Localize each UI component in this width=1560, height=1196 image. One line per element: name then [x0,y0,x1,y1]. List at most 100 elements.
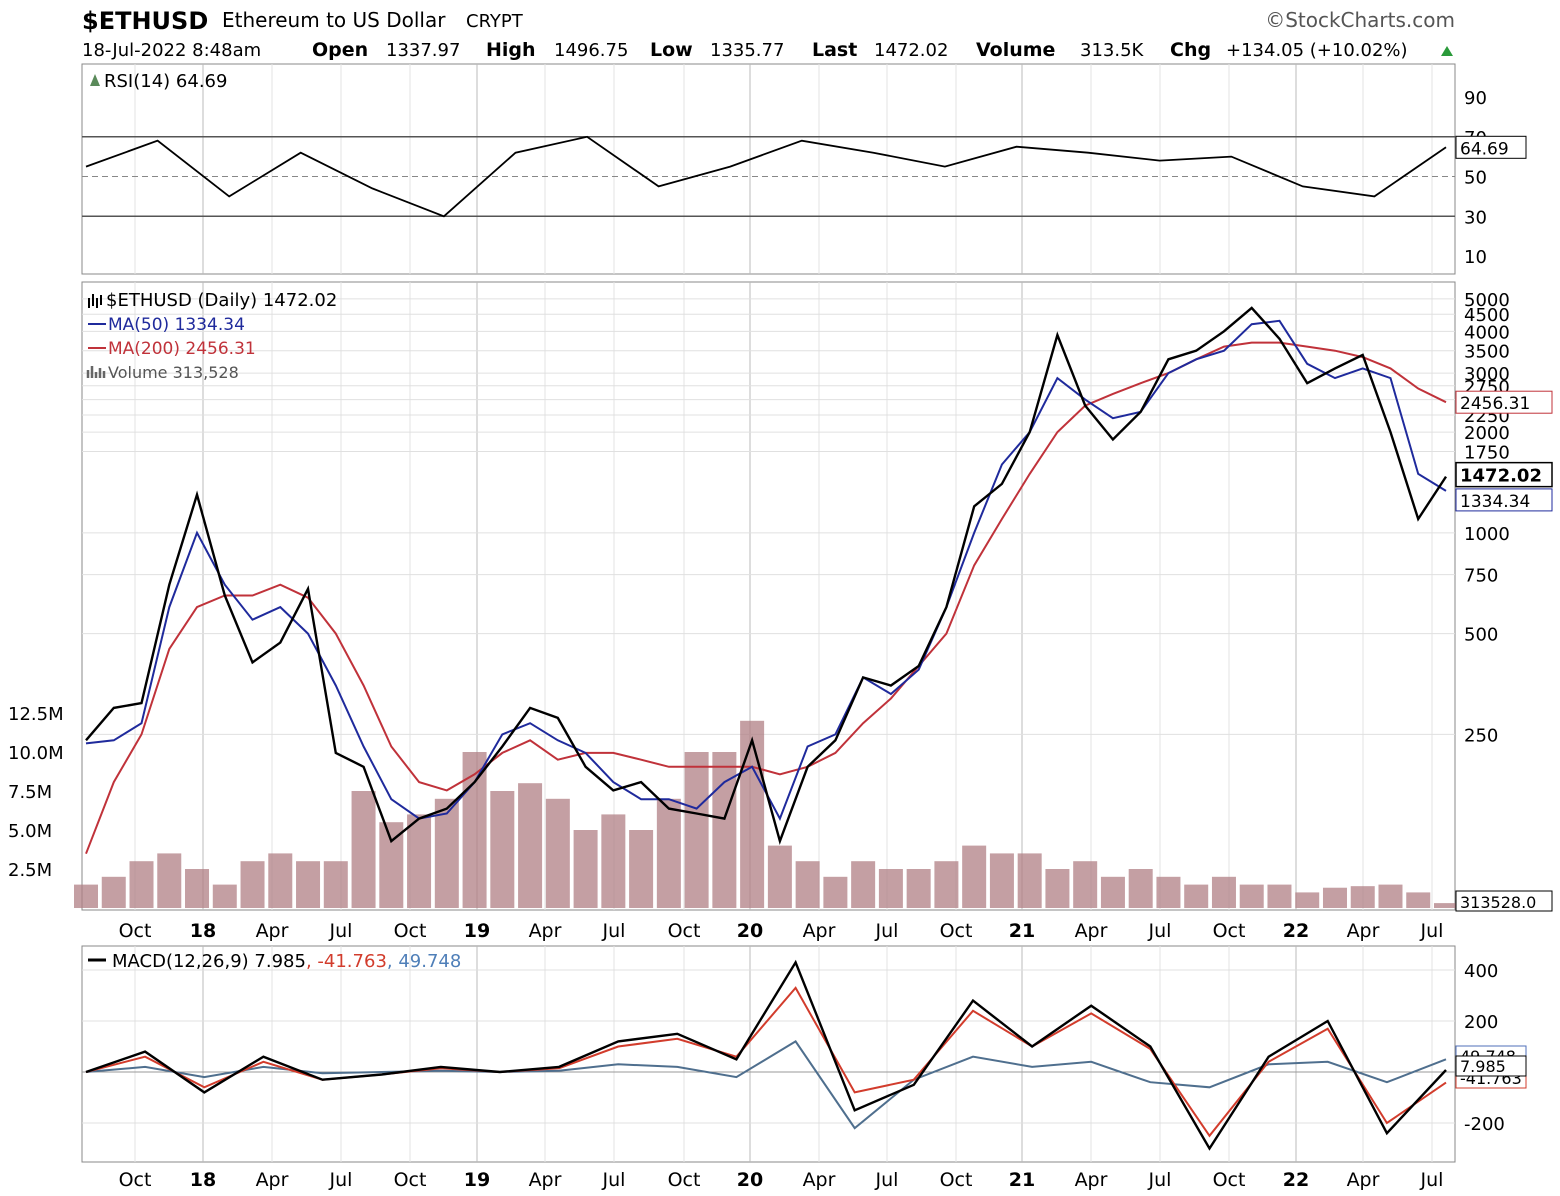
volume-bar [490,791,515,908]
volume-bar [212,884,237,908]
volume-bar [601,814,626,908]
price-legend-icon [88,294,102,308]
volume-bar [1184,884,1209,908]
x-tick-label: Apr [803,920,836,942]
ma200-tag-text: 2456.31 [1460,394,1530,414]
high-value: 1496.75 [554,40,628,61]
volume-bar [1239,884,1264,908]
volume-bar [434,798,459,908]
volume-bar [878,869,903,908]
macd-value-tag-text: 7.985 [1460,1057,1506,1076]
volume-bar [323,861,348,908]
volume-bar [185,869,210,908]
volume-bar [1406,892,1431,908]
price-y-tick: 1000 [1464,524,1510,545]
x-tick-label: 19 [464,920,490,942]
x-tick-label: 18 [190,920,216,942]
x-tick-label: 20 [737,920,763,942]
ma50-line [85,319,1447,821]
volume-bar [712,752,737,908]
last-label: Last [812,39,857,61]
volume-y-tick: 10.0M [8,743,64,764]
volume-bar [767,845,792,908]
ma50-tag-text: 1334.34 [1460,492,1530,512]
series-lines [85,135,1448,1151]
macd-signal-legend: , -41.763 [306,951,387,972]
up-arrow-icon [1441,46,1453,56]
x-tick-label: Apr [1075,920,1108,942]
rsi-legend-icon [90,74,100,86]
price-y-tick: 750 [1464,566,1498,587]
volume-bar [74,884,98,908]
x-tick-label: 19 [464,1169,490,1191]
x-tick-label: 21 [1009,920,1035,942]
volume-bar [906,869,931,908]
volume-bar [157,853,182,908]
rsi-legend: RSI(14) 64.69 [104,71,227,92]
volume-tag-text: 313528.0 [1460,893,1536,912]
x-tick-label: 22 [1283,920,1309,942]
price-y-tick: 250 [1464,725,1498,746]
x-tick-label: Jul [1420,920,1444,942]
rsi-y-tick: 30 [1464,207,1487,228]
x-tick-label: Jul [1420,1169,1444,1191]
volume-bar [573,830,598,908]
volume-bar [1295,892,1320,908]
change-label: Chg [1170,39,1211,61]
x-tick-label: Jul [602,1169,626,1191]
volume-bar [1017,853,1042,908]
volume-bar [1128,869,1153,908]
price-y-tick: 3500 [1464,342,1510,363]
volume-tag: 313528.0 [1455,890,1553,912]
volume-bar [1322,887,1347,908]
volume-bar [851,861,876,908]
x-tick-label: Oct [394,920,427,942]
x-tick-label: Oct [668,1169,701,1191]
x-tick-label: 22 [1283,1169,1309,1191]
volume-bar [1156,876,1181,908]
volume-y-tick: 2.5M [8,860,52,881]
volume-value: 313.5K [1080,40,1145,61]
x-tick-label: Apr [529,920,562,942]
price-y-tick: 5000 [1464,290,1510,311]
x-tick-label: Apr [1075,1169,1108,1191]
volume-bar [629,830,654,908]
volume-bar [962,845,987,908]
x-tick-label: Jul [602,920,626,942]
x-tick-label: Oct [940,920,973,942]
x-tick-label: Oct [394,1169,427,1191]
volume-bar [1045,869,1070,908]
x-tick-label: Apr [803,1169,836,1191]
macd-legend-group: MACD(12,26,9) 7.985, -41.763, 49.748 [112,951,461,972]
price-y-tick: 4500 [1464,305,1510,326]
x-tick-label: Oct [1213,920,1246,942]
ma200-tag: 2456.31 [1455,390,1553,414]
volume-bar [407,814,432,908]
volume-legend: Volume 313,528 [108,363,239,382]
volume-bar [518,783,543,908]
macd-histogram-line [85,1040,1447,1130]
macd-hist-legend: , 49.748 [387,951,461,972]
volume-y-tick: 12.5M [8,704,64,725]
x-tick-label: Jul [1148,920,1172,942]
rsi-y-tick: 90 [1464,88,1487,109]
volume-bar [989,853,1014,908]
symbol-name: Ethereum to US Dollar [222,8,446,32]
macd-y-tick: 200 [1464,1012,1498,1033]
x-tick-label: Jul [329,920,353,942]
macd-line [85,959,1447,1151]
rsi-line [85,135,1447,218]
change-value: +134.05 (+10.02%) [1226,40,1408,61]
price-y-tick: 2000 [1464,423,1510,444]
volume-bar [351,791,376,908]
volume-legend-icon [86,366,106,378]
volume-bar [740,720,765,908]
volume-bar [1267,884,1292,908]
macd-y-tick: -200 [1464,1114,1505,1135]
x-tick-label: 21 [1009,1169,1035,1191]
rsi-y-tick: 50 [1464,168,1487,189]
volume-bar [684,752,709,908]
symbol-title: $ETHUSD [82,7,208,35]
price-y-tick: 4000 [1464,322,1510,343]
volume-bar [795,861,820,908]
